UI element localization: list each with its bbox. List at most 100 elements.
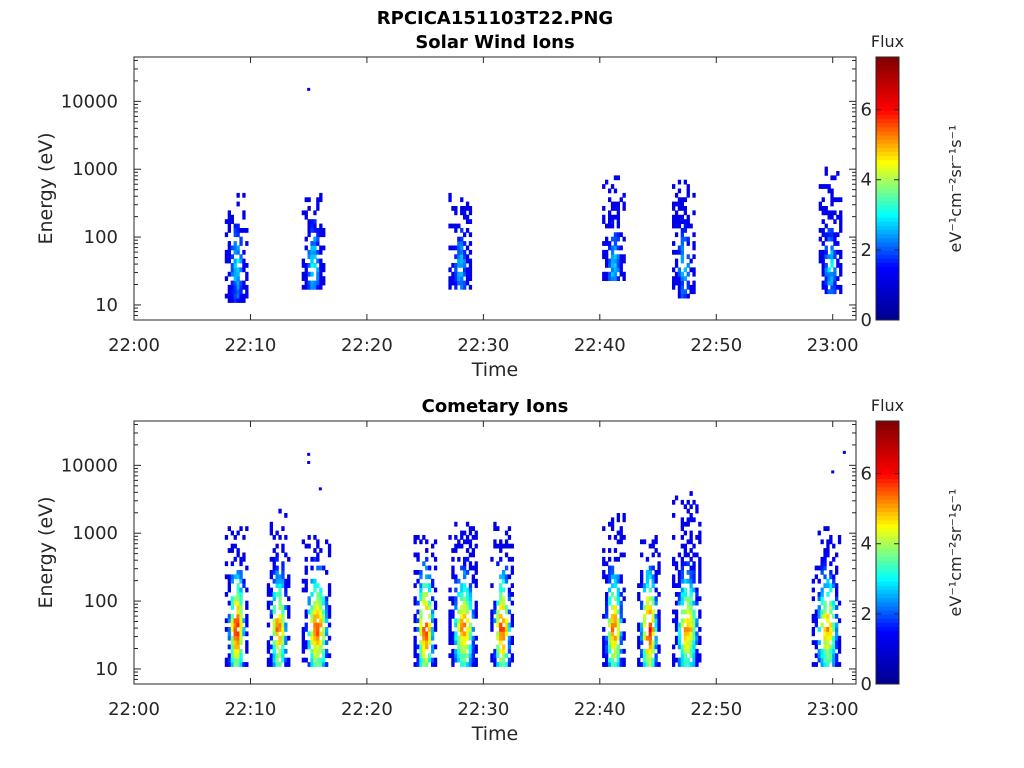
data-cell <box>680 521 684 527</box>
data-cell <box>836 214 840 220</box>
data-cell <box>823 631 827 637</box>
data-cell <box>413 618 417 624</box>
data-cell <box>814 609 818 615</box>
data-cell <box>457 258 461 264</box>
data-cell <box>313 635 317 641</box>
colorbar-segment <box>876 147 899 153</box>
colorbar-segment <box>876 486 899 492</box>
data-cell <box>829 635 833 641</box>
data-cell <box>613 609 618 615</box>
data-cell <box>236 548 240 553</box>
data-cell <box>605 648 609 654</box>
data-cell <box>451 635 455 641</box>
data-cell <box>613 578 618 584</box>
data-cell <box>622 648 626 654</box>
colorbar-segment <box>876 630 899 636</box>
data-cell <box>471 578 475 584</box>
data-cell <box>811 640 815 645</box>
data-cell <box>608 548 612 553</box>
data-cell <box>824 263 828 268</box>
data-cell <box>680 592 684 597</box>
isolated-point <box>831 470 835 474</box>
data-cell <box>608 197 612 203</box>
data-cell <box>657 609 661 615</box>
colorbar-segment <box>876 429 899 434</box>
data-cell <box>689 618 693 624</box>
data-cell <box>230 596 234 602</box>
data-cell <box>830 280 834 286</box>
data-cell <box>839 219 843 224</box>
data-cell <box>454 254 458 260</box>
data-cell <box>233 232 237 238</box>
data-cell <box>622 276 626 281</box>
data-cell <box>272 640 276 645</box>
data-cell <box>327 622 332 628</box>
data-cell <box>233 249 237 255</box>
data-cell <box>608 618 612 624</box>
data-cell <box>648 543 652 549</box>
data-cell <box>640 600 644 606</box>
data-cell <box>239 254 243 260</box>
data-cell <box>640 574 644 580</box>
data-cell <box>239 228 243 233</box>
data-cell <box>233 284 237 290</box>
data-cell <box>613 263 618 268</box>
data-cell <box>817 530 821 536</box>
data-cell <box>322 280 326 286</box>
data-cell <box>674 276 679 281</box>
data-cell <box>695 648 699 654</box>
data-cell <box>301 271 305 277</box>
data-cell <box>236 622 240 628</box>
data-cell <box>463 271 467 277</box>
data-cell <box>814 653 818 659</box>
data-cell <box>827 236 831 242</box>
data-cell <box>431 657 435 663</box>
data-cell <box>307 609 311 615</box>
data-cell <box>454 543 458 549</box>
data-cell <box>832 574 836 580</box>
data-cell <box>460 228 464 233</box>
data-cell <box>695 662 699 667</box>
data-cell <box>829 535 833 540</box>
data-cell <box>672 284 676 290</box>
data-cell <box>619 648 623 654</box>
data-cell <box>829 539 833 545</box>
data-cell <box>507 648 512 654</box>
data-cell <box>689 513 693 518</box>
data-cell <box>233 280 237 286</box>
data-cell <box>239 609 243 615</box>
data-cell <box>242 552 246 558</box>
data-cell <box>689 662 693 667</box>
data-cell <box>683 521 687 527</box>
data-cell <box>496 561 500 567</box>
data-cell <box>419 587 423 593</box>
data-cell <box>832 600 836 606</box>
data-cell <box>316 276 320 281</box>
data-cell <box>648 605 652 610</box>
data-cell <box>613 583 618 588</box>
data-cell <box>465 556 470 562</box>
data-cell <box>233 223 237 229</box>
data-cell <box>689 504 693 510</box>
data-cell <box>827 232 831 238</box>
data-cell <box>692 618 696 624</box>
data-cell <box>817 613 821 619</box>
data-cell <box>313 600 317 606</box>
data-cell <box>227 548 231 553</box>
data-cell <box>823 657 827 663</box>
data-cell <box>818 228 822 233</box>
colorbar-segment <box>876 503 899 508</box>
data-cell <box>640 570 644 575</box>
data-cell <box>832 556 836 562</box>
data-cell <box>610 236 615 242</box>
colorbar-segment <box>876 540 899 545</box>
data-cell <box>275 530 279 536</box>
data-cell <box>490 657 494 663</box>
data-cell <box>413 648 417 654</box>
data-cell <box>239 289 243 295</box>
data-cell <box>327 552 332 558</box>
data-cell <box>325 570 329 575</box>
data-cell <box>319 631 323 637</box>
data-cell <box>245 565 249 571</box>
data-cell <box>605 561 609 567</box>
